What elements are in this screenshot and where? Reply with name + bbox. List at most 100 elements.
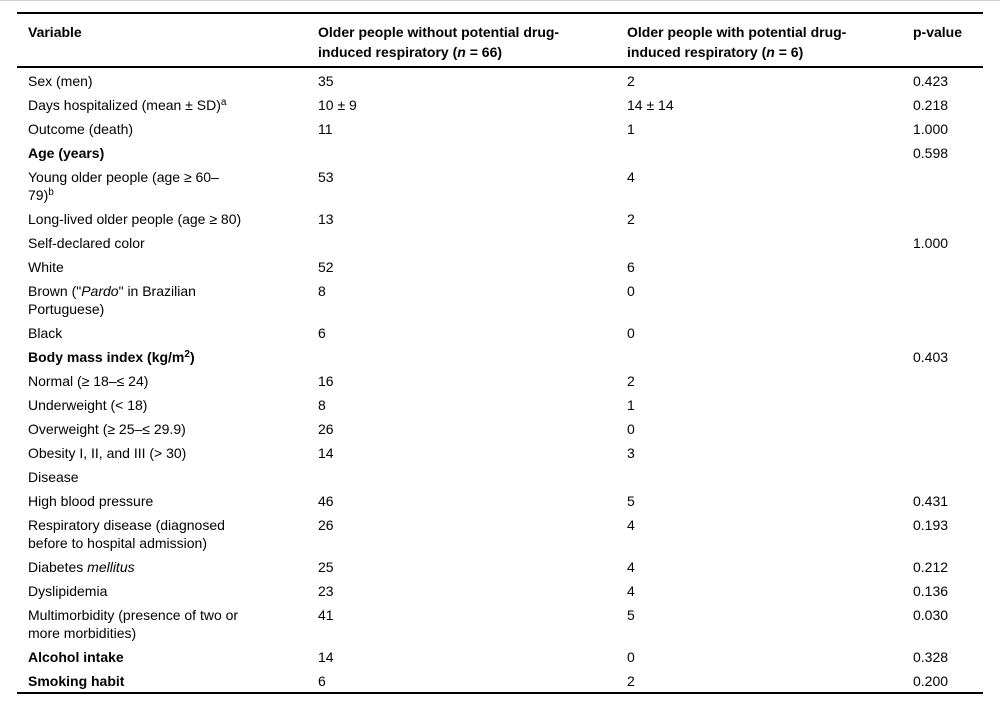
table-row: Alcohol intake 14 0 0.328	[17, 644, 983, 668]
table-row: Multimorbidity (presence of two or more m…	[17, 602, 983, 644]
cell-with-group: 4	[627, 517, 635, 533]
table-row: Disease	[17, 464, 983, 488]
cell-without-group: 14	[318, 649, 334, 665]
table-row: Obesity I, II, and III (> 30) 14 3	[17, 440, 983, 464]
cell-with-group: 3	[627, 445, 635, 461]
table-row: High blood pressure 46 5 0.431	[17, 488, 983, 512]
cell-p-value	[913, 164, 983, 206]
cell-variable: Disease	[28, 469, 79, 485]
cell-variable: Brown ("Pardo" in Brazilian Portuguese)	[28, 283, 196, 317]
cell-with-group: 2	[627, 211, 635, 227]
cell-without-group: 6	[318, 673, 326, 689]
header-with-group: Older people with potential drug-induced…	[627, 13, 913, 68]
cell-without-group: 41	[318, 607, 334, 623]
table-row: Dyslipidemia 23 4 0.136	[17, 578, 983, 602]
cell-p-value: 0.193	[913, 517, 949, 533]
cell-variable: Normal (≥ 18–≤ 24)	[28, 373, 149, 389]
cell-p-value: 0.328	[913, 649, 949, 665]
cell-with-group: 2	[627, 373, 635, 389]
cell-variable: Self-declared color	[28, 235, 145, 251]
cell-variable: Days hospitalized (mean ± SD)a	[28, 97, 227, 113]
table-row: Days hospitalized (mean ± SD)a 10 ± 9 14 ±…	[17, 92, 983, 116]
cell-with-group	[627, 140, 913, 164]
cell-without-group	[318, 344, 627, 368]
table-row: Underweight (< 18) 8 1	[17, 392, 983, 416]
cell-p-value	[913, 368, 983, 392]
cell-without-group	[318, 140, 627, 164]
cell-with-group: 2	[627, 73, 635, 89]
header-p-value: p-value	[913, 13, 983, 68]
cell-without-group: 8	[318, 397, 326, 413]
table-header: Variable Older people without potential …	[17, 13, 983, 68]
table-row: Long-lived older people (age ≥ 80) 13 2	[17, 206, 983, 230]
cell-variable: Body mass index (kg/m2)	[28, 349, 195, 365]
cell-without-group: 11	[318, 121, 333, 137]
cell-p-value: 1.000	[913, 235, 949, 251]
cell-variable: White	[28, 259, 64, 275]
cell-with-group: 1	[627, 121, 635, 137]
cell-without-group: 26	[318, 421, 334, 437]
table-row: Outcome (death) 11 1 1.000	[17, 116, 983, 140]
cell-variable: Smoking habit	[28, 673, 125, 689]
cell-variable: High blood pressure	[28, 493, 154, 509]
table-row: White 52 6	[17, 254, 983, 278]
cell-variable: Sex (men)	[28, 73, 93, 89]
cell-p-value	[913, 416, 983, 440]
cell-variable: Black	[28, 325, 63, 341]
cell-p-value	[913, 320, 983, 344]
cell-p-value: 0.030	[913, 607, 949, 623]
cell-with-group: 14 ± 14	[627, 97, 674, 113]
cell-with-group: 5	[627, 607, 635, 623]
header-without-group: Older people without potential drug-indu…	[318, 13, 627, 68]
header-row: Variable Older people without potential …	[17, 13, 983, 68]
cell-with-group: 2	[627, 673, 635, 689]
table-row: Black 6 0	[17, 320, 983, 344]
cell-p-value	[913, 254, 983, 278]
cell-variable: Respiratory disease (diagnosed before to …	[28, 517, 225, 551]
cell-without-group: 23	[318, 583, 334, 599]
cell-variable: Young older people (age ≥ 60– 79)b	[28, 169, 219, 203]
cell-p-value: 0.200	[913, 673, 949, 689]
cell-variable: Overweight (≥ 25–≤ 29.9)	[28, 421, 186, 437]
table-body: Sex (men) 35 2 0.423 Days hospitalized (mean…	[17, 67, 983, 693]
cell-without-group: 8	[318, 283, 326, 299]
cell-p-value: 0.212	[913, 559, 949, 575]
cell-variable: Underweight (< 18)	[28, 397, 148, 413]
cell-without-group: 16	[318, 373, 334, 389]
clinical-characteristics-table: Variable Older people without potential …	[17, 12, 983, 694]
table-row: Body mass index (kg/m2) 0.403	[17, 344, 983, 368]
cell-without-group: 52	[318, 259, 334, 275]
cell-p-value	[913, 440, 983, 464]
cell-without-group: 13	[318, 211, 334, 227]
cell-without-group	[318, 464, 627, 488]
cell-variable: Obesity I, II, and III (> 30)	[28, 445, 187, 461]
cell-variable: Dyslipidemia	[28, 583, 108, 599]
cell-without-group: 10 ± 9	[318, 97, 357, 113]
table-row: Sex (men) 35 2 0.423	[17, 67, 983, 92]
cell-variable: Long-lived older people (age ≥ 80)	[28, 211, 242, 227]
cell-p-value: 0.598	[913, 145, 949, 161]
table-row: Respiratory disease (diagnosed before to …	[17, 512, 983, 554]
table-row: Diabetes mellitus 25 4 0.212	[17, 554, 983, 578]
cell-variable: Age (years)	[28, 145, 105, 161]
cell-p-value: 0.431	[913, 493, 949, 509]
cell-without-group: 14	[318, 445, 334, 461]
cell-with-group: 0	[627, 283, 635, 299]
table-row: Overweight (≥ 25–≤ 29.9) 26 0	[17, 416, 983, 440]
cell-without-group: 35	[318, 73, 334, 89]
cell-p-value: 0.403	[913, 349, 949, 365]
cell-with-group: 0	[627, 325, 635, 341]
cell-without-group: 53	[318, 169, 334, 185]
cell-without-group: 46	[318, 493, 334, 509]
cell-p-value: 0.423	[913, 73, 949, 89]
cell-with-group: 4	[627, 559, 635, 575]
cell-without-group	[318, 230, 627, 254]
cell-with-group: 4	[627, 583, 635, 599]
table-row: Young older people (age ≥ 60– 79)b 53 4	[17, 164, 983, 206]
cell-with-group: 4	[627, 169, 635, 185]
cell-p-value	[913, 278, 983, 320]
cell-with-group	[627, 344, 913, 368]
table-row: Age (years) 0.598	[17, 140, 983, 164]
cell-with-group: 6	[627, 259, 635, 275]
